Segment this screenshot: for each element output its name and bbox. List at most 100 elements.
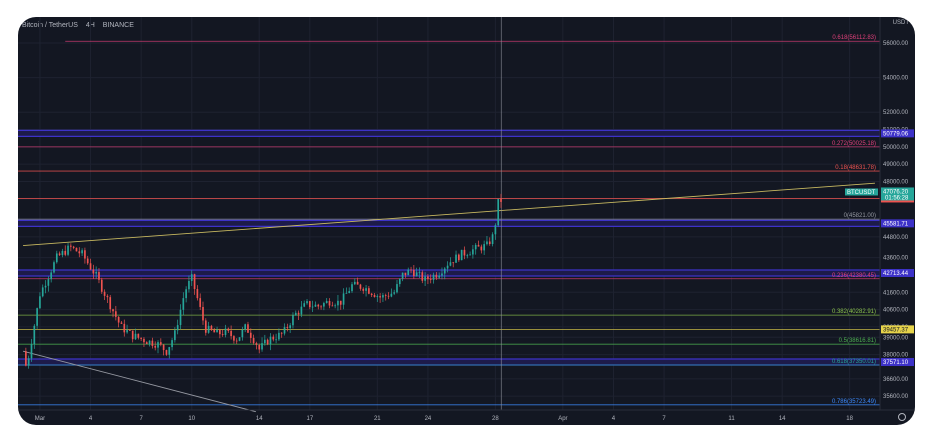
candle-body xyxy=(117,316,120,323)
candle-body xyxy=(427,276,429,280)
candle-body xyxy=(441,273,443,276)
candle-body xyxy=(188,280,190,290)
candle-body xyxy=(58,253,61,256)
candle-body xyxy=(109,297,112,310)
candle-body xyxy=(337,300,339,306)
candle-body xyxy=(75,247,78,252)
level-band xyxy=(18,270,880,277)
price-tag-label: 42713.44 xyxy=(883,271,909,277)
candle-body xyxy=(84,250,86,259)
price-tick-label: 50000.00 xyxy=(883,145,909,151)
candle-body xyxy=(247,324,249,333)
price-tag xyxy=(881,269,914,278)
candle-body xyxy=(294,312,297,316)
candle-body xyxy=(460,249,463,261)
candle-body xyxy=(368,288,370,294)
candle-body xyxy=(384,295,387,296)
candle-body xyxy=(190,274,193,281)
candle-body xyxy=(269,336,272,345)
candle-body xyxy=(143,338,145,343)
candle-body xyxy=(379,296,381,298)
time-tick-label: 21 xyxy=(374,416,381,422)
fib-level-label: 0.786(35723.49) xyxy=(832,399,876,405)
candle-body xyxy=(376,296,379,298)
price-tick-label: 56000.00 xyxy=(883,41,909,47)
level-band xyxy=(18,130,880,137)
candle-body xyxy=(157,342,159,348)
candle-body xyxy=(92,269,95,274)
symbol-badge-label: BTCUSDT xyxy=(847,190,876,196)
candle-body xyxy=(244,324,247,330)
candle-body xyxy=(393,292,396,294)
candle-body xyxy=(86,258,89,264)
candle-body xyxy=(174,330,176,341)
candle-body xyxy=(488,241,491,245)
candle-body xyxy=(339,300,342,305)
candle-body xyxy=(452,262,455,264)
price-tick-label: 38000.00 xyxy=(883,353,909,359)
price-tick-label: 41600.00 xyxy=(883,290,909,296)
candle-body xyxy=(472,249,474,255)
candle-body xyxy=(348,291,351,293)
candle-body xyxy=(258,344,261,350)
candle-body xyxy=(300,306,303,315)
candle-body xyxy=(134,333,137,340)
candle-body xyxy=(356,281,359,285)
candle-body xyxy=(196,289,199,299)
candle-body xyxy=(486,241,488,245)
candle-body xyxy=(36,308,38,326)
candle-body xyxy=(407,269,410,276)
candle-body xyxy=(415,272,418,277)
time-tick-label: 14 xyxy=(779,416,786,422)
fib-level-label: 0.236(42380.45) xyxy=(832,273,876,279)
price-tag xyxy=(881,219,914,228)
candle-body xyxy=(266,339,269,345)
candle-body xyxy=(477,244,480,247)
candle-body xyxy=(323,303,325,307)
settings-icon[interactable] xyxy=(898,413,906,421)
candle-body xyxy=(204,320,207,333)
candle-body xyxy=(140,337,142,339)
candle-body xyxy=(249,332,252,338)
symbol-name: Bitcoin / TetherUS xyxy=(22,22,78,29)
candle-body xyxy=(328,301,331,306)
exchange-label: BINANCE xyxy=(102,22,134,29)
time-tick-label: Apr xyxy=(558,416,567,422)
price-tick-label: 35600.00 xyxy=(883,394,909,400)
candle-body xyxy=(353,281,356,285)
price-tag xyxy=(881,325,914,334)
candle-body xyxy=(103,291,106,296)
candle-body xyxy=(151,340,154,346)
price-chart[interactable]: 0.618(56112.83) 0.272(50025.18) 0.18(48631… xyxy=(18,17,915,425)
candle-body xyxy=(359,284,362,289)
candle-body xyxy=(120,322,123,324)
time-tick-label: 17 xyxy=(306,416,313,422)
candle-body xyxy=(72,246,75,248)
candle-body xyxy=(30,344,33,359)
candle-body xyxy=(70,245,72,247)
candle-body xyxy=(474,244,477,250)
candle-body xyxy=(429,279,432,280)
candle-body xyxy=(278,332,280,340)
candle-body xyxy=(238,337,241,341)
candle-body xyxy=(171,340,173,348)
price-tick-label: 39000.00 xyxy=(883,335,909,341)
candle-body xyxy=(500,198,502,202)
candle-body xyxy=(213,329,216,333)
candle-body xyxy=(112,309,114,312)
candle-body xyxy=(292,315,294,326)
candle-body xyxy=(311,306,314,308)
candle-body xyxy=(435,274,438,278)
candle-body xyxy=(179,309,182,326)
candle-body xyxy=(342,293,345,305)
candle-body xyxy=(325,301,328,304)
price-tick-label: 44800.00 xyxy=(883,235,909,241)
candle-body xyxy=(432,274,435,280)
candle-body xyxy=(331,305,334,307)
candle-body xyxy=(280,332,283,334)
chart-panel[interactable]: Bitcoin / TetherUS 4H BINANCE USDT 0.618… xyxy=(18,17,915,425)
candle-body xyxy=(424,276,426,281)
candle-body xyxy=(168,347,171,355)
candle-body xyxy=(39,296,41,309)
candle-body xyxy=(224,328,227,335)
